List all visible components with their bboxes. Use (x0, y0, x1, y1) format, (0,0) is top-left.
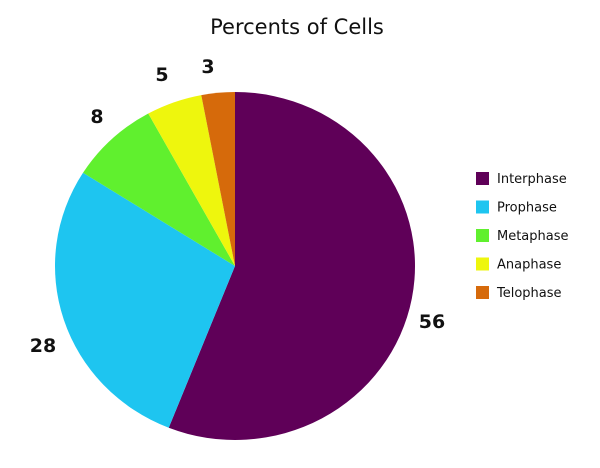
legend-swatch-interphase (476, 172, 489, 185)
pie-slice-metaphase (83, 113, 236, 267)
legend-label-metaphase: Metaphase (497, 229, 569, 244)
pie-data-labels: 56 28 8 5 3 (30, 56, 445, 357)
pie-slices (55, 92, 416, 440)
legend-label-anaphase: Anaphase (497, 258, 561, 273)
legend-swatch-anaphase (476, 257, 489, 271)
legend-label-interphase: Interphase (497, 172, 567, 187)
data-label-metaphase: 8 (90, 106, 103, 128)
legend-swatch-telophase (476, 286, 489, 299)
legend-swatch-prophase (476, 200, 489, 214)
data-label-telophase: 3 (201, 56, 214, 78)
legend-swatch-metaphase (476, 229, 489, 242)
legend-label-prophase: Prophase (497, 201, 557, 216)
data-label-anaphase: 5 (155, 64, 168, 86)
pie-slice-interphase (168, 92, 416, 440)
pie-slice-prophase (55, 172, 235, 428)
pie-slice-anaphase (148, 95, 235, 266)
chart-legend: Interphase Prophase Metaphase Anaphase Telop… (476, 172, 569, 301)
data-label-interphase: 56 (419, 311, 445, 333)
chart-title: Percents of Cells (210, 15, 384, 39)
pie-slice-telophase (201, 92, 235, 266)
legend-label-telophase: Telophase (496, 286, 562, 301)
data-label-prophase: 28 (30, 335, 56, 357)
